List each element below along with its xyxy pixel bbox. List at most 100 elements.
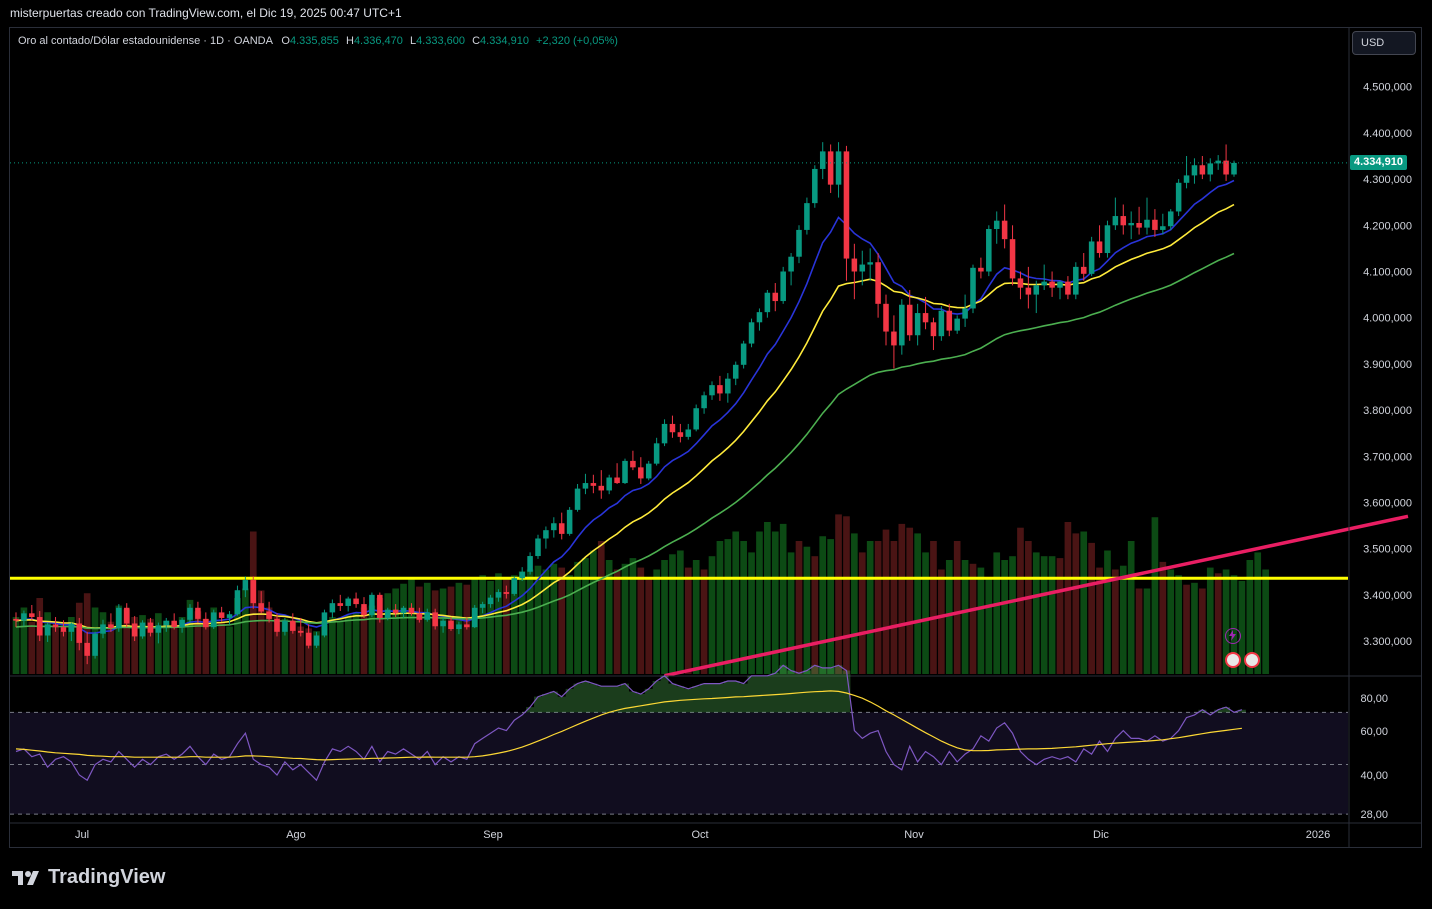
volume-bar: [131, 617, 138, 674]
ema-slow-line: [15, 252, 1235, 630]
volume-bar: [1175, 575, 1182, 674]
volume-bar: [756, 531, 763, 674]
candle-body: [448, 620, 454, 630]
candle-body: [471, 607, 478, 628]
lightning-event-icon[interactable]: [1225, 628, 1241, 644]
candle-body: [345, 598, 351, 606]
volume-bar: [60, 631, 67, 674]
volume-bar: [1151, 517, 1159, 674]
rsi-pane: 80,00 60,00 40,00 28,00: [10, 664, 1422, 824]
volume-bar: [20, 607, 28, 674]
volume-bar: [210, 607, 218, 674]
candle-body: [788, 256, 794, 272]
volume-bar: [226, 626, 233, 674]
price-tick-label: 4.300,000: [1363, 174, 1412, 186]
volume-bar: [178, 617, 186, 674]
candle-body: [92, 633, 98, 656]
candle-body: [1041, 281, 1047, 286]
candle-body: [416, 613, 423, 620]
candle-body: [883, 303, 889, 332]
volume-bar: [1230, 575, 1238, 674]
currency-selector[interactable]: USD: [1352, 31, 1416, 55]
volume-bar: [669, 554, 676, 674]
candle-body: [661, 423, 668, 444]
volume-bar: [368, 605, 376, 674]
candle-body: [305, 632, 312, 646]
volume-bar: [1214, 573, 1222, 674]
us-flag-event-icon[interactable]: [1225, 652, 1241, 668]
candle-body: [369, 594, 375, 616]
volume-bar: [1025, 541, 1032, 674]
candle-body: [1128, 222, 1134, 226]
candle-body: [638, 467, 644, 479]
volume-bar: [890, 541, 898, 674]
open-label: O: [281, 35, 290, 47]
candle-body: [1175, 182, 1182, 212]
volume-bar: [597, 541, 605, 674]
candle-body: [321, 612, 328, 636]
candle-body: [52, 624, 59, 628]
candle-body: [432, 612, 438, 627]
candle-body: [970, 267, 976, 309]
candle-body: [179, 619, 185, 628]
volume-bar: [645, 579, 653, 674]
volume-bar: [827, 539, 834, 674]
volume-bar: [748, 552, 755, 674]
candle-body: [914, 313, 921, 336]
candle-body: [946, 310, 953, 331]
volume-bar: [329, 617, 336, 674]
candle-body: [297, 630, 304, 633]
candle-body: [922, 313, 929, 323]
candle-body: [139, 622, 146, 637]
candle-body: [693, 408, 699, 430]
change-value: +2,320 (+0,05%): [536, 35, 618, 47]
low-value: 4.333,600: [416, 35, 465, 47]
time-tick-label: Oct: [691, 829, 708, 841]
volume-bar: [906, 527, 914, 674]
price-tick-label: 3.900,000: [1363, 359, 1412, 371]
volume-bar: [882, 529, 890, 674]
candle-body: [606, 477, 612, 491]
candle-body: [653, 443, 660, 464]
trend-line: [664, 514, 1409, 678]
volume-bar: [843, 516, 850, 674]
candle-body: [1160, 226, 1166, 230]
candle-body: [582, 483, 589, 489]
volume-bar: [961, 560, 969, 674]
candle-body: [1183, 175, 1190, 183]
candle-body: [1057, 281, 1063, 288]
candle-body: [859, 264, 866, 272]
volume-bar: [930, 541, 937, 674]
volume-bar: [186, 599, 194, 674]
volume-bar: [953, 541, 961, 674]
candle-body: [29, 613, 35, 618]
volume-bar: [969, 563, 977, 674]
volume-bar: [851, 533, 858, 674]
volume-bar: [621, 563, 629, 674]
candle-body: [1088, 241, 1095, 274]
candle-body: [250, 580, 257, 604]
candle-body: [226, 614, 233, 618]
us-flag-event-icon-2[interactable]: [1244, 652, 1260, 668]
candle-body: [495, 592, 502, 598]
high-label: H: [345, 35, 354, 47]
volume-bar: [495, 573, 502, 674]
candle-body: [384, 609, 391, 618]
volume-bar: [629, 558, 637, 674]
candle-body: [337, 603, 344, 606]
close-value: 4.334,910: [480, 35, 529, 47]
volume-bar: [273, 617, 281, 674]
candle-body: [519, 571, 525, 579]
candle-body: [377, 594, 383, 618]
volume-bar: [1104, 550, 1111, 674]
volume-bar: [1112, 569, 1119, 674]
candle-body: [440, 620, 446, 627]
candle-body: [812, 168, 818, 204]
volume-bar: [147, 618, 154, 674]
price-tick-label: 3.400,000: [1363, 590, 1412, 602]
price-tick-label: 3.500,000: [1363, 544, 1412, 556]
volume-bar: [99, 612, 107, 674]
candle-body: [503, 592, 510, 594]
volume-bar: [1009, 556, 1016, 674]
